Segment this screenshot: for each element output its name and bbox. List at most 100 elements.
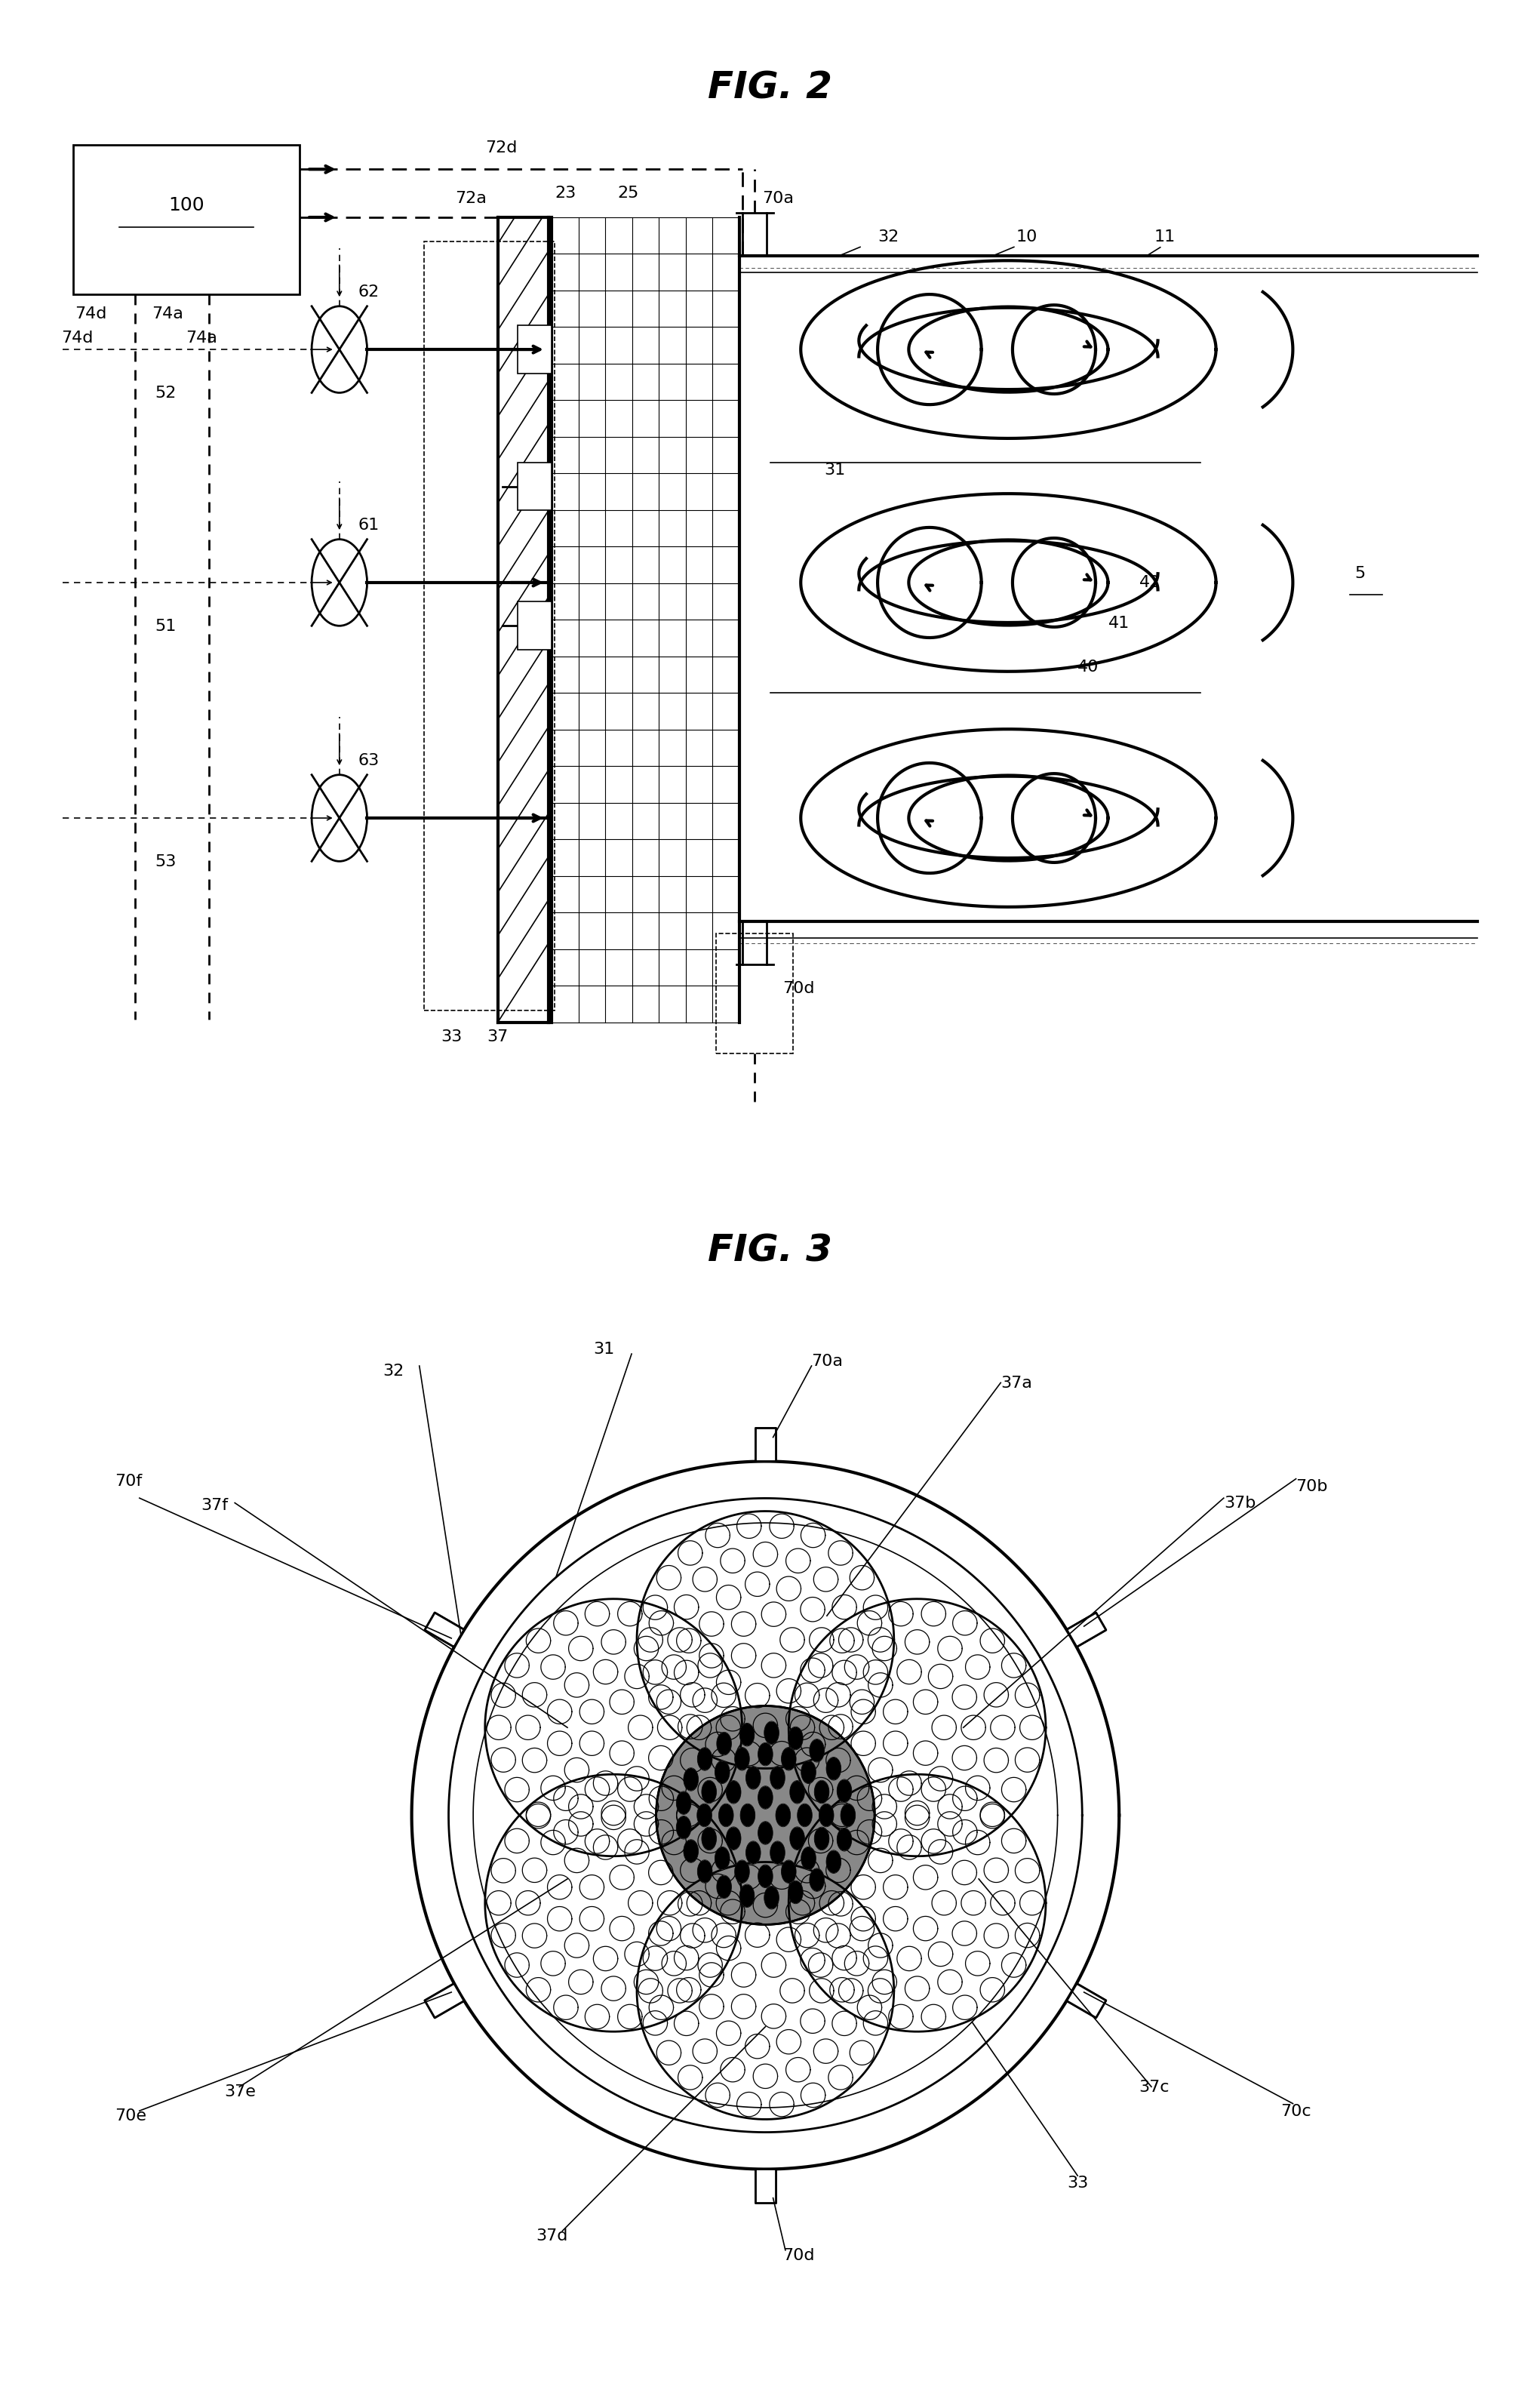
Circle shape	[759, 1744, 772, 1765]
Text: 5: 5	[1354, 565, 1364, 580]
Circle shape	[715, 1760, 730, 1785]
Circle shape	[815, 1828, 829, 1849]
Circle shape	[735, 1859, 750, 1883]
Circle shape	[841, 1804, 855, 1825]
Circle shape	[827, 1852, 841, 1873]
Circle shape	[758, 1821, 773, 1845]
Circle shape	[676, 1816, 690, 1837]
Text: 31: 31	[824, 462, 845, 479]
Circle shape	[776, 1804, 790, 1828]
Text: 33: 33	[440, 1029, 462, 1044]
Circle shape	[810, 1739, 824, 1760]
Text: 63: 63	[357, 753, 379, 767]
Circle shape	[827, 1849, 841, 1873]
Bar	[517, 601, 551, 649]
Text: 70a: 70a	[762, 190, 795, 207]
Circle shape	[790, 1780, 804, 1804]
Text: 52: 52	[156, 385, 176, 402]
Circle shape	[745, 1765, 761, 1789]
Circle shape	[716, 1876, 731, 1898]
Circle shape	[781, 1748, 796, 1770]
Text: 25: 25	[618, 185, 639, 202]
Circle shape	[790, 1828, 804, 1849]
Circle shape	[770, 1842, 785, 1864]
Circle shape	[810, 1869, 824, 1890]
Circle shape	[718, 1876, 732, 1898]
Text: 61: 61	[357, 517, 379, 532]
Circle shape	[815, 1782, 829, 1804]
Circle shape	[781, 1859, 796, 1883]
Circle shape	[719, 1804, 733, 1825]
Circle shape	[684, 1840, 698, 1861]
Circle shape	[716, 1732, 731, 1756]
Circle shape	[810, 1869, 824, 1890]
Polygon shape	[756, 2169, 775, 2203]
Text: 37c: 37c	[1140, 2080, 1170, 2095]
Circle shape	[735, 1861, 748, 1883]
Text: 42: 42	[1140, 575, 1161, 589]
Circle shape	[759, 1866, 772, 1888]
Circle shape	[782, 1861, 796, 1883]
Text: 33: 33	[1067, 2177, 1089, 2191]
Circle shape	[684, 1768, 698, 1792]
Circle shape	[827, 1758, 841, 1780]
Circle shape	[770, 1765, 785, 1789]
Circle shape	[802, 1760, 815, 1782]
Circle shape	[716, 1847, 728, 1869]
Circle shape	[836, 1780, 852, 1801]
Circle shape	[758, 1864, 773, 1888]
Circle shape	[788, 1881, 802, 1902]
Text: 37b: 37b	[1224, 1496, 1255, 1510]
Circle shape	[727, 1828, 741, 1849]
Circle shape	[715, 1847, 730, 1871]
Circle shape	[676, 1792, 690, 1813]
Bar	[517, 325, 551, 373]
Circle shape	[698, 1804, 711, 1828]
Circle shape	[815, 1828, 829, 1849]
Polygon shape	[756, 1429, 775, 1462]
Circle shape	[802, 1847, 815, 1869]
Text: 37e: 37e	[223, 2085, 256, 2100]
Bar	[424, 241, 554, 1010]
Text: 74a: 74a	[152, 305, 183, 322]
Polygon shape	[425, 1984, 464, 2018]
Circle shape	[827, 1758, 841, 1780]
Circle shape	[741, 1724, 755, 1746]
Circle shape	[798, 1804, 812, 1828]
Circle shape	[747, 1842, 761, 1864]
Circle shape	[782, 1748, 796, 1770]
Text: 32: 32	[878, 228, 899, 245]
Text: 10: 10	[1016, 228, 1038, 245]
Circle shape	[819, 1804, 833, 1828]
Circle shape	[676, 1792, 691, 1813]
Circle shape	[727, 1782, 741, 1804]
Text: 51: 51	[156, 618, 176, 633]
Circle shape	[838, 1780, 852, 1801]
Text: 11: 11	[1155, 228, 1177, 245]
Text: 74a: 74a	[186, 329, 217, 346]
Text: 70d: 70d	[782, 981, 815, 996]
Circle shape	[836, 1828, 852, 1852]
Circle shape	[698, 1748, 711, 1770]
Circle shape	[759, 1787, 772, 1809]
Circle shape	[698, 1748, 711, 1770]
Circle shape	[798, 1804, 812, 1825]
Circle shape	[788, 1881, 802, 1905]
Circle shape	[702, 1828, 716, 1849]
Circle shape	[788, 1727, 802, 1751]
Circle shape	[716, 1760, 728, 1782]
Circle shape	[759, 1823, 772, 1845]
Circle shape	[735, 1748, 748, 1770]
Text: 37a: 37a	[1001, 1376, 1032, 1390]
Circle shape	[735, 1748, 750, 1770]
Text: 37f: 37f	[202, 1498, 228, 1513]
Circle shape	[770, 1768, 784, 1789]
Circle shape	[810, 1739, 824, 1763]
Text: 32: 32	[382, 1364, 403, 1378]
Circle shape	[684, 1840, 698, 1861]
Circle shape	[764, 1886, 779, 1910]
Circle shape	[801, 1847, 816, 1871]
Text: 72d: 72d	[485, 139, 517, 156]
Bar	[716, 933, 793, 1053]
Text: 74d: 74d	[75, 305, 106, 322]
